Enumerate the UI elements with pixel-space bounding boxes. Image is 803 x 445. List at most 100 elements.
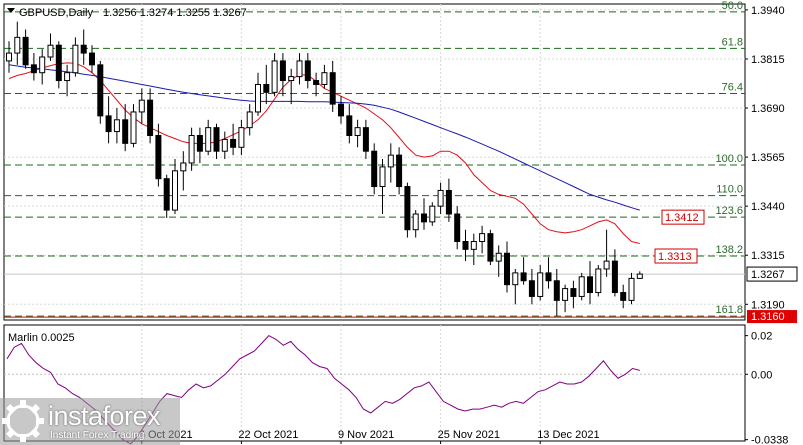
candle-bear xyxy=(329,72,336,105)
candle-bear xyxy=(80,44,87,54)
candle-bear xyxy=(371,150,378,188)
candle-bull xyxy=(603,260,610,270)
candle-bear xyxy=(22,36,29,66)
candle-bull xyxy=(288,76,295,82)
x-tick-label: 22 Oct 2021 xyxy=(238,429,298,441)
fibo-level-label: 100.0 xyxy=(715,153,743,165)
candle-bear xyxy=(105,115,112,133)
y-tick-label: 1.3440 xyxy=(751,201,785,213)
candle-bear xyxy=(545,272,552,282)
candle-bear xyxy=(587,276,593,294)
candle-bull xyxy=(221,138,228,152)
y-tick-label: 1.3190 xyxy=(751,299,785,311)
x-tick-label: 13 Dec 2021 xyxy=(537,429,599,441)
candle-bear xyxy=(30,64,37,74)
candle-bull xyxy=(537,272,544,297)
candle-bear xyxy=(396,154,403,188)
candle-bull xyxy=(479,233,486,242)
last-price-text: 1.3267 xyxy=(751,269,785,281)
candle-bear xyxy=(263,83,270,93)
candle-bull xyxy=(64,72,71,82)
candle-bull xyxy=(387,154,394,168)
osc-y-tick-label: -0.0338 xyxy=(751,435,788,445)
candle-bull xyxy=(47,44,54,58)
candle-bear xyxy=(528,280,535,297)
fibo-level-label: 50.0 xyxy=(722,0,743,12)
candle-bull xyxy=(321,72,328,85)
candle-bull xyxy=(412,213,419,231)
candle-bull xyxy=(470,240,477,250)
y-tick-label: 1.3940 xyxy=(751,5,785,17)
candle-bear xyxy=(89,52,95,66)
candle-bear xyxy=(362,127,369,152)
candle-bear xyxy=(421,213,427,223)
candle-bear xyxy=(213,127,220,152)
candle-bull xyxy=(271,60,278,93)
oscillator-title: Marlin 0.0025 xyxy=(8,332,75,344)
candle-bull xyxy=(113,119,120,133)
candle-bull xyxy=(238,127,245,148)
candle-bull xyxy=(39,56,46,74)
instaforex-logo xyxy=(0,398,180,445)
level-price-text: 1.3412 xyxy=(665,212,699,224)
x-tick-label: 9 Nov 2021 xyxy=(338,429,394,441)
candle-bear xyxy=(487,233,494,262)
logo-subtitle: Instant Forex Trading xyxy=(50,430,145,441)
fibo-level-label: 61.8 xyxy=(722,36,743,48)
y-tick-label: 1.3565 xyxy=(751,152,785,164)
collapse-triangle-icon xyxy=(7,8,15,13)
candle-bull xyxy=(180,162,187,172)
candle-bear xyxy=(520,272,527,282)
candle-bear xyxy=(122,119,129,144)
candle-bear xyxy=(445,189,452,215)
candle-bear xyxy=(304,60,311,82)
logo-name: instaforex xyxy=(48,401,161,431)
candle-bull xyxy=(138,99,145,113)
candle-bear xyxy=(163,178,170,211)
candle-bull xyxy=(255,83,261,113)
candle-bull xyxy=(6,52,12,62)
candle-bear xyxy=(338,103,344,117)
osc-y-tick-label: 0.00 xyxy=(751,369,772,381)
candle-bull xyxy=(72,44,79,74)
slow-moving-average-line xyxy=(8,64,640,211)
candle-bull xyxy=(437,189,444,207)
level-price-box xyxy=(661,209,705,225)
fibo-level-label: 110.0 xyxy=(716,184,743,196)
support-price-text: 1.3160 xyxy=(751,311,785,323)
candle-bear xyxy=(279,60,286,82)
candle-bull xyxy=(562,288,569,301)
fibo-level-label: 76.4 xyxy=(722,82,743,94)
candle-bear xyxy=(230,138,237,148)
level-price-box xyxy=(654,248,698,264)
candle-bull xyxy=(188,135,195,164)
candle-bear xyxy=(404,186,411,231)
candle-bull xyxy=(379,166,386,188)
candle-bull xyxy=(512,272,519,286)
candle-bear xyxy=(55,44,62,82)
level-price-text: 1.3313 xyxy=(658,251,692,263)
candle-bull xyxy=(429,205,436,223)
candle-bull xyxy=(628,277,635,301)
chart-title: GBPUSD,Daily xyxy=(19,7,93,19)
x-tick-label: 25 Nov 2021 xyxy=(438,429,500,441)
candle-bull xyxy=(296,60,303,78)
fast-moving-average-line xyxy=(8,62,640,244)
fibo-level-label: 161.8 xyxy=(715,304,743,316)
last-price-tag xyxy=(746,266,798,282)
candle-bull xyxy=(130,111,137,144)
candle-bear xyxy=(454,213,461,242)
candle-bear xyxy=(620,292,627,301)
candle-bear xyxy=(313,80,320,85)
candle-bull xyxy=(246,111,253,129)
candle-bear xyxy=(570,288,577,297)
support-price-tag xyxy=(747,310,797,324)
candle-bear xyxy=(553,280,560,301)
candle-bull xyxy=(205,127,212,152)
candle-bull xyxy=(595,268,602,294)
candle-bear xyxy=(155,135,162,180)
y-tick-label: 1.3690 xyxy=(751,103,785,115)
candle-bull xyxy=(172,170,178,211)
